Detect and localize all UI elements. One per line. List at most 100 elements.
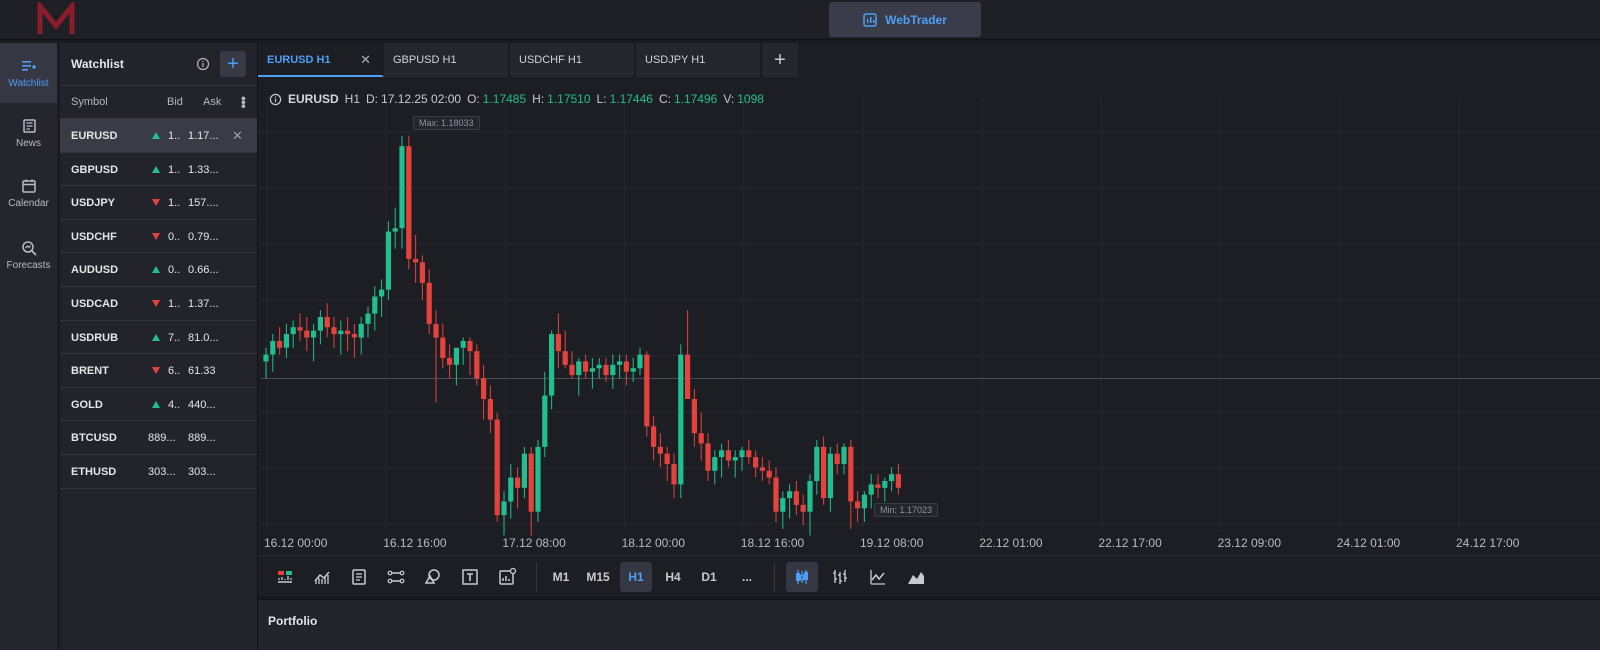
candle[interactable]	[501, 491, 507, 536]
webtrader-button[interactable]: WebTrader	[829, 2, 981, 37]
candle[interactable]	[270, 334, 276, 372]
candle[interactable]	[351, 323, 357, 358]
area-chart-button[interactable]	[900, 562, 932, 592]
timeframe-h1[interactable]: H1	[620, 562, 652, 592]
candle[interactable]	[345, 317, 351, 352]
candle[interactable]	[419, 255, 425, 300]
candle[interactable]	[759, 457, 765, 481]
candle[interactable]	[569, 351, 575, 379]
candle[interactable]	[583, 354, 589, 379]
candle[interactable]	[861, 491, 867, 522]
candle[interactable]	[821, 436, 827, 505]
price-chart[interactable]: 16.12 00:00 16.12 16:00 17.12 08:00 18.12 0…	[258, 77, 1600, 555]
candle[interactable]	[712, 450, 718, 485]
watchlist-row-usdrub[interactable]: USDRUB 7.. 81.0...	[60, 321, 257, 355]
candle[interactable]	[542, 371, 548, 458]
candle[interactable]	[440, 323, 446, 369]
candle[interactable]	[481, 364, 487, 420]
candle[interactable]	[671, 453, 677, 499]
chart-studies-button[interactable]	[308, 562, 336, 592]
candle[interactable]	[379, 279, 385, 317]
candle[interactable]	[358, 317, 364, 355]
more-timeframes-button[interactable]: ...	[741, 570, 752, 584]
candle[interactable]	[678, 344, 684, 499]
candle[interactable]	[467, 337, 473, 376]
candle[interactable]	[331, 317, 337, 348]
candle[interactable]	[515, 467, 521, 509]
candle[interactable]	[596, 358, 602, 379]
candle[interactable]	[589, 358, 595, 389]
line-chart-button[interactable]	[862, 562, 894, 592]
candle[interactable]	[576, 358, 582, 396]
tab-gbpusd-h1[interactable]: GBPUSD H1	[384, 43, 510, 77]
portfolio-panel[interactable]: Portfolio	[258, 599, 1600, 650]
candle[interactable]	[882, 477, 888, 502]
candle[interactable]	[630, 358, 636, 382]
candle[interactable]	[780, 491, 786, 529]
candle[interactable]	[848, 440, 854, 529]
candle[interactable]	[807, 474, 813, 536]
templates-button[interactable]	[345, 562, 373, 592]
candle[interactable]	[562, 330, 568, 369]
timeframe-m1[interactable]: M1	[552, 570, 570, 584]
candle[interactable]	[324, 303, 330, 338]
candle[interactable]	[304, 317, 310, 352]
candle[interactable]	[311, 323, 317, 362]
candle[interactable]	[460, 337, 466, 365]
candle[interactable]	[685, 310, 691, 399]
close-icon[interactable]: ✕	[232, 128, 243, 143]
candle[interactable]	[453, 347, 459, 386]
timeframe-h4[interactable]: H4	[665, 570, 681, 584]
candle[interactable]	[766, 460, 772, 485]
candle[interactable]	[657, 433, 663, 468]
candle[interactable]	[827, 446, 833, 512]
candle[interactable]	[603, 358, 609, 382]
candle[interactable]	[664, 446, 670, 481]
candle[interactable]	[521, 446, 527, 499]
watchlist-row-usdcad[interactable]: USDCAD 1.. 1.37...	[60, 287, 257, 321]
tab-usdjpy-h1[interactable]: USDJPY H1	[636, 43, 762, 77]
nav-item-forecasts[interactable]: Forecasts	[0, 225, 57, 285]
candle[interactable]	[719, 443, 725, 478]
nav-item-news[interactable]: News	[0, 103, 57, 163]
watchlist-row-audusd[interactable]: AUDUSD 0.. 0.66...	[60, 253, 257, 287]
bars-chart-button[interactable]	[824, 562, 856, 592]
candle[interactable]	[623, 354, 629, 386]
text-tool-button[interactable]	[456, 562, 484, 592]
candle[interactable]	[474, 344, 480, 386]
candles-chart-button[interactable]	[786, 562, 818, 592]
candle[interactable]	[637, 347, 643, 376]
candle[interactable]	[338, 320, 344, 355]
candle[interactable]	[610, 354, 616, 389]
candle[interactable]	[406, 135, 412, 270]
candle[interactable]	[433, 310, 439, 403]
candle[interactable]	[773, 467, 779, 522]
candle[interactable]	[494, 412, 500, 522]
add-tab-button[interactable]: +	[762, 43, 798, 77]
add-symbol-button[interactable]: +	[220, 51, 246, 77]
candle[interactable]	[746, 440, 752, 464]
candle[interactable]	[426, 269, 432, 335]
candle[interactable]	[889, 467, 895, 492]
info-icon[interactable]	[196, 57, 210, 71]
tab-usdchf-h1[interactable]: USDCHF H1	[510, 43, 636, 77]
indicators-button[interactable]	[271, 562, 299, 592]
candle[interactable]	[868, 474, 874, 509]
candle[interactable]	[528, 446, 534, 536]
candle[interactable]	[698, 412, 704, 461]
candle[interactable]	[753, 450, 759, 478]
nav-item-calendar[interactable]: Calendar	[0, 163, 57, 223]
candle[interactable]	[372, 286, 378, 331]
watchlist-row-btcusd[interactable]: BTCUSD 889... 889...	[60, 421, 257, 455]
candlestick-plot[interactable]: 16.12 00:00 16.12 16:00 17.12 08:00 18.12 0…	[258, 77, 1600, 555]
candle[interactable]	[651, 416, 657, 461]
watchlist-row-usdchf[interactable]: USDCHF 0.. 0.79...	[60, 220, 257, 254]
candle[interactable]	[895, 463, 901, 495]
candle[interactable]	[447, 344, 453, 379]
close-icon[interactable]: ✕	[360, 52, 371, 67]
candle[interactable]	[385, 221, 391, 300]
candle[interactable]	[317, 310, 323, 345]
columns-menu-icon[interactable]: •••	[236, 96, 252, 108]
candle[interactable]	[793, 481, 799, 516]
candle[interactable]	[487, 385, 493, 434]
